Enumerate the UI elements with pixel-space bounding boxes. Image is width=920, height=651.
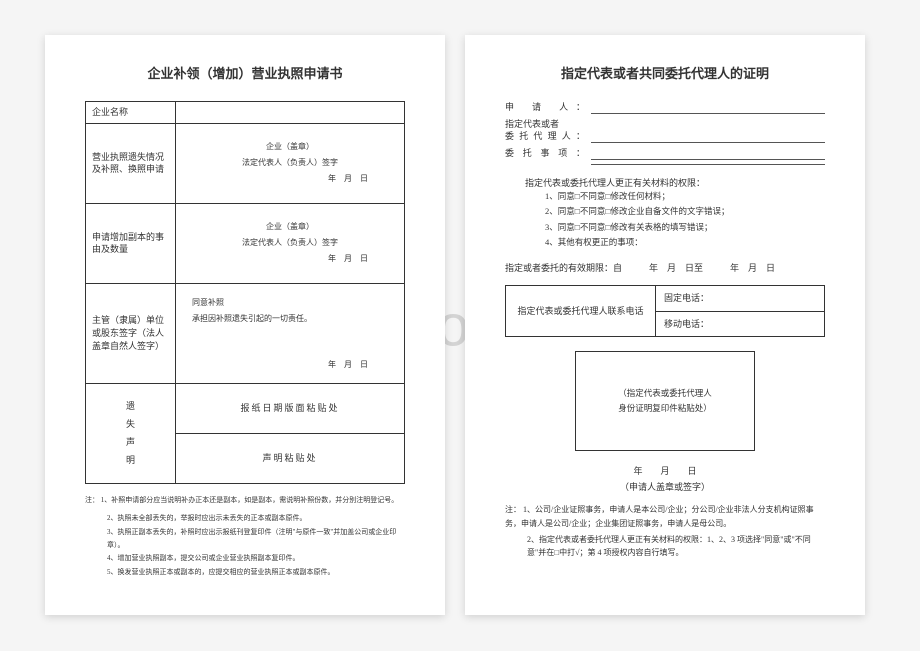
row-loss: 营业执照遗失情况及补照、换照申请 企业（盖章） 法定代表人（负责人）签字 年 月… xyxy=(86,123,405,203)
left-note-4: 5、换发营业执照正本或副本的，应提交相应的营业执照正本或副本原件。 xyxy=(107,566,405,579)
line-matter[interactable] xyxy=(591,147,825,160)
agree-text: 同意补照 xyxy=(192,295,388,311)
field-loss[interactable]: 企业（盖章） 法定代表人（负责人）签字 年 月 日 xyxy=(176,123,405,203)
label-supervisor: 主管（隶属）单位或股东签字（法人盖章自然人签字） xyxy=(86,283,176,383)
sign-text-2: 法定代表人（负责人）签字 xyxy=(192,235,388,251)
auth-title: 指定代表或委托代理人更正有关材料的权限： xyxy=(525,177,825,190)
date-1: 年 月 日 xyxy=(192,171,388,187)
label-applicant: 申 请 人： xyxy=(505,101,585,114)
statement-paste-area: 声明粘贴处 xyxy=(176,433,405,483)
left-note-0: 1、补照申请部分应当说明补办正本还是副本，如是副本，需说明补照份数，并分别注明登… xyxy=(101,496,399,504)
label-loss: 营业执照遗失情况及补照、换照申请 xyxy=(86,123,176,203)
right-note-1: 2、指定代表或者委托代理人更正有关材料的权限：1、2、3 项选择"同意"或"不同… xyxy=(527,533,825,560)
page-left: 企业补领（增加）营业执照申请书 企业名称 营业执照遗失情况及补照、换照申请 企业… xyxy=(45,35,445,615)
field-agent: 委托代理人： xyxy=(505,130,825,143)
left-form-table: 企业名称 营业执照遗失情况及补照、换照申请 企业（盖章） 法定代表人（负责人）签… xyxy=(85,101,405,484)
right-sign: （申请人盖章或签字） xyxy=(505,481,825,494)
right-notes: 注： 1、公司/企业证照事务，申请人是本公司/企业；分公司/企业非法人分支机构证… xyxy=(505,503,825,559)
line-matter-2[interactable] xyxy=(591,164,825,165)
left-title: 企业补领（增加）营业执照申请书 xyxy=(85,65,405,83)
left-note-2: 3、执照正副本丢失的，补照时应出示报纸刊登复印件（注明"与原件一致"并加盖公司或… xyxy=(107,526,405,551)
field-supervisor[interactable]: 同意补照 承担因补照遗失引起的一切责任。 年 月 日 xyxy=(176,283,405,383)
newspaper-paste-area: 报纸日期版面粘贴处 xyxy=(176,383,405,433)
notes-label-right: 注： xyxy=(505,505,521,514)
label-add-copy: 申请增加副本的事由及数量 xyxy=(86,203,176,283)
field-matter-2 xyxy=(505,164,825,165)
field-add-copy[interactable]: 企业（盖章） 法定代表人（负责人）签字 年 月 日 xyxy=(176,203,405,283)
right-date: 年 月 日 xyxy=(505,465,825,478)
row-company-name: 企业名称 xyxy=(86,102,405,124)
label-rep: 指定代表或者 xyxy=(505,118,825,131)
period-line: 指定或者委托的有效期限：自 年 月 日至 年 月 日 xyxy=(505,262,825,275)
field-applicant: 申 请 人： xyxy=(505,101,825,114)
auth-item-0: 1、同意□不同意□修改任何材料； xyxy=(545,189,825,204)
mobile-phone-cell[interactable]: 移动电话： xyxy=(656,311,825,337)
row-supervisor: 主管（隶属）单位或股东签字（法人盖章自然人签字） 同意补照 承担因补照遗失引起的… xyxy=(86,283,405,383)
notes-label-left: 注： xyxy=(85,496,99,504)
label-matter: 委托事项： xyxy=(505,147,585,160)
responsibility-text: 承担因补照遗失引起的一切责任。 xyxy=(192,311,388,327)
left-note-1: 2、执照未全部丢失的，举报时应出示未丢失的正本或副本原件。 xyxy=(107,512,405,525)
line-agent[interactable] xyxy=(591,130,825,143)
id-paste-box: （指定代表或委托代理人身份证明复印件粘贴处） xyxy=(575,351,755,451)
date-2: 年 月 日 xyxy=(192,251,388,267)
page-right: 指定代表或者共同委托代理人的证明 申 请 人： 指定代表或者 委托代理人： 委托… xyxy=(465,35,865,615)
fixed-phone-cell[interactable]: 固定电话： xyxy=(656,285,825,311)
left-note-3: 4、增加营业执照副本，提交公司或企业营业执照副本复印件。 xyxy=(107,552,405,565)
row-add-copy: 申请增加副本的事由及数量 企业（盖章） 法定代表人（负责人）签字 年 月 日 xyxy=(86,203,405,283)
seal-text-2: 企业（盖章） xyxy=(192,219,388,235)
right-note-0: 1、公司/企业证照事务，申请人是本公司/企业；分公司/企业非法人分支机构证照事务… xyxy=(505,505,814,528)
sign-text-1: 法定代表人（负责人）签字 xyxy=(192,155,388,171)
left-notes: 注： 1、补照申请部分应当说明补办正本还是副本，如是副本，需说明补照份数，并分别… xyxy=(85,494,405,579)
label-company-name: 企业名称 xyxy=(86,102,176,124)
contact-label: 指定代表或委托代理人联系电话 xyxy=(506,285,656,336)
auth-item-3: 4、其他有权更正的事项： xyxy=(545,235,825,250)
auth-item-1: 2、同意□不同意□修改企业自备文件的文字错误； xyxy=(545,204,825,219)
auth-item-2: 3、同意□不同意□修改有关表格的填写错误； xyxy=(545,220,825,235)
right-title: 指定代表或者共同委托代理人的证明 xyxy=(505,65,825,83)
auth-section: 指定代表或委托代理人更正有关材料的权限： 1、同意□不同意□修改任何材料； 2、… xyxy=(505,177,825,251)
label-agent: 委托代理人： xyxy=(505,130,585,143)
label-declaration: 遗失声明 xyxy=(86,383,176,483)
field-company-name[interactable] xyxy=(176,102,405,124)
date-3: 年 月 日 xyxy=(192,357,388,373)
field-matter: 委托事项： xyxy=(505,147,825,160)
contact-table: 指定代表或委托代理人联系电话 固定电话： 移动电话： xyxy=(505,285,825,337)
row-declaration-top: 遗失声明 报纸日期版面粘贴处 xyxy=(86,383,405,433)
line-applicant[interactable] xyxy=(591,101,825,114)
seal-text-1: 企业（盖章） xyxy=(192,139,388,155)
